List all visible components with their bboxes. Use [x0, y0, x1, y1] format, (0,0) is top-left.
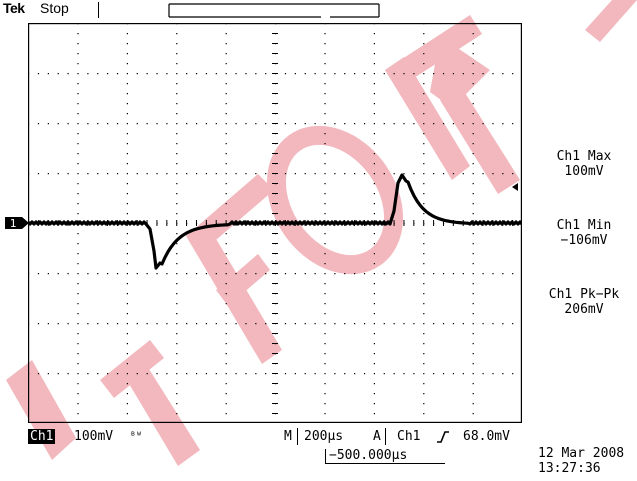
measurement-max: Ch1 Max 100mV [534, 149, 634, 179]
timebase-divider [297, 428, 298, 445]
measurement-pkpk-value: 206mV [564, 302, 604, 317]
measurement-max-label: Ch1 Max [556, 149, 612, 164]
waveform-display[interactable] [28, 23, 522, 423]
timebase-prefix: M [284, 429, 292, 444]
bandwidth-limit-icon: ᴮᵂ [130, 431, 143, 442]
watermark-r [385, 0, 637, 194]
trigger-source[interactable]: Ch1 [397, 429, 421, 444]
trigger-level-marker [512, 183, 518, 191]
position-underline [325, 463, 445, 464]
acquisition-state: Stop [40, 0, 69, 16]
timebase-value[interactable]: 200µs [304, 429, 344, 444]
trigger-divider [385, 428, 386, 445]
measurement-min-value: −106mV [560, 233, 608, 248]
measurement-min: Ch1 Min −106mV [534, 218, 634, 248]
rising-edge-icon [437, 431, 449, 443]
brand-logo: Tek [3, 0, 25, 16]
measurement-min-label: Ch1 Min [556, 218, 612, 233]
watermark-f-mid [216, 254, 270, 306]
watermark-letters [6, 174, 282, 466]
channel-indicator[interactable]: Ch1 [28, 429, 56, 444]
time-label: 13:27:36 [538, 461, 601, 476]
horizontal-position[interactable]: −500.000µs [329, 448, 408, 463]
ch1-marker-label: 1 [10, 217, 17, 230]
date-label: 12 Mar 2008 [538, 446, 625, 461]
position-divider [325, 449, 326, 464]
watermark-o [266, 125, 404, 275]
measurement-max-value: 100mV [564, 164, 604, 179]
watermark-t-stem [122, 358, 200, 466]
ch1-ground-marker[interactable]: 1 [4, 216, 30, 230]
ch1-trace [28, 173, 522, 270]
measurement-pk-pk: Ch1 Pk−Pk 206mV [534, 287, 634, 317]
measurement-pkpk-label: Ch1 Pk−Pk [548, 287, 620, 302]
watermark-band [6, 360, 76, 460]
datetime: 12 Mar 2008 13:27:36 [538, 446, 624, 476]
record-length-bar [168, 3, 380, 18]
trigger-level[interactable]: 68.0mV [463, 429, 510, 444]
trigger-prefix: A [373, 429, 381, 444]
volts-per-div: 100mV [74, 429, 114, 444]
header-divider [98, 2, 99, 18]
